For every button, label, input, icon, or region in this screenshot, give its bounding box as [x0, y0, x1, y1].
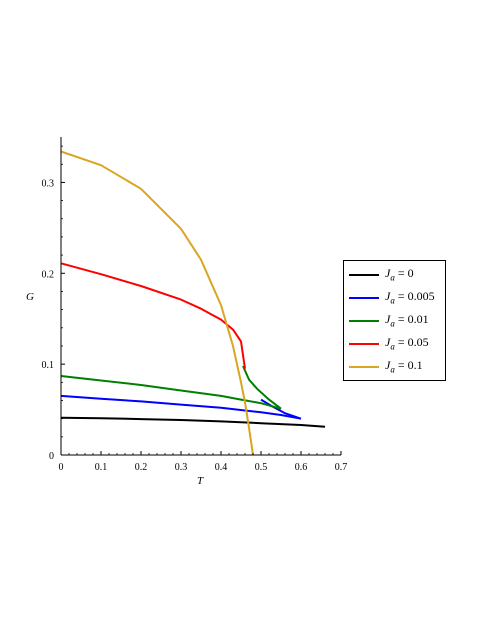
y-tick-label: 0.1: [42, 360, 55, 371]
y-axis-label: G: [26, 291, 34, 303]
legend-swatch: [349, 296, 379, 299]
y-tick-label: 0.2: [42, 269, 55, 280]
legend-item-2: Ja = 0.01: [344, 309, 445, 332]
legend-label: Ja = 0.05: [385, 335, 429, 352]
series-line-4: [60, 150, 254, 456]
y-tick-label: 0.3: [42, 178, 55, 189]
x-tick-label: 0.7: [335, 462, 348, 473]
x-tick-label: 0.3: [175, 462, 188, 473]
y-tick-label: 0: [49, 451, 54, 462]
x-tick-label: 0: [59, 462, 64, 473]
legend-swatch: [349, 319, 379, 322]
axes-layer: 0 0.1 0.2 0.3 0.4 0.5 0.6 0.7 0 0.1 0.2 0.3: [42, 137, 348, 473]
legend-label: Ja = 0: [385, 266, 414, 283]
legend-item-4: Ja = 0.1: [344, 355, 445, 378]
x-tick-label: 0.1: [95, 462, 108, 473]
legend-label: Ja = 0.01: [385, 312, 429, 329]
legend-swatch: [349, 273, 379, 276]
series-line-1: [60, 394, 302, 420]
x-axis-label: T: [197, 475, 204, 487]
series-line-0: [60, 416, 326, 428]
legend-swatch: [349, 342, 379, 345]
series-line-2: [60, 375, 282, 410]
x-tick-label: 0.5: [255, 462, 268, 473]
series-layer: [60, 150, 326, 456]
legend-item-1: Ja = 0.005: [344, 286, 445, 309]
x-tick-label: 0.6: [295, 462, 308, 473]
legend-label: Ja = 0.1: [385, 358, 423, 375]
x-tick-label: 0.2: [135, 462, 148, 473]
x-tick-label: 0.4: [215, 462, 228, 473]
series-line-3: [60, 262, 246, 369]
series-branch-line: [242, 365, 282, 410]
legend-label: Ja = 0.005: [385, 289, 435, 306]
legend-item-3: Ja = 0.05: [344, 332, 445, 355]
series-branch-line: [260, 398, 302, 420]
legend: Ja = 0 Ja = 0.005 Ja = 0.01 Ja = 0.05 Ja = 0…: [343, 260, 446, 381]
legend-swatch: [349, 365, 379, 368]
legend-item-0: Ja = 0: [344, 263, 445, 286]
